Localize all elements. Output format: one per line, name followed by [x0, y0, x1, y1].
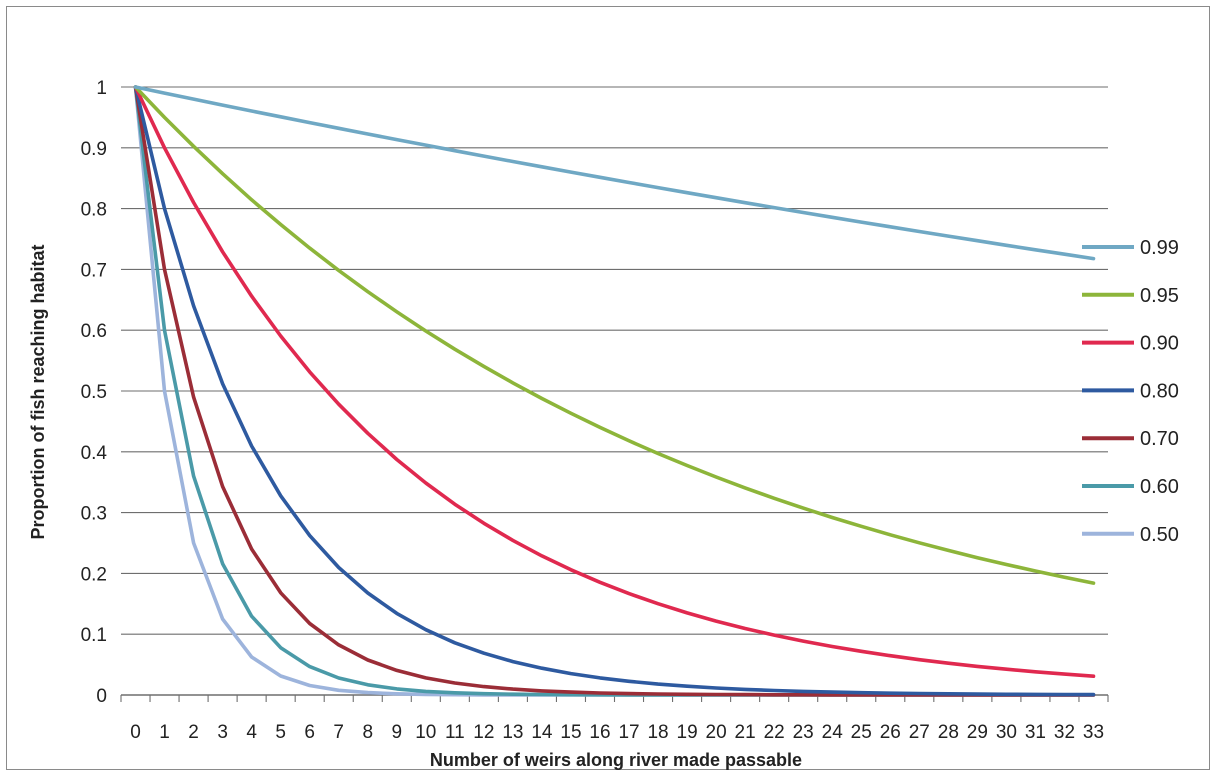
x-tick-label: 15 — [560, 722, 581, 743]
x-tick-label: 1 — [159, 722, 170, 743]
x-tick-label: 12 — [473, 722, 494, 743]
x-tick-label: 32 — [1054, 722, 1075, 743]
x-tick-label: 14 — [531, 722, 553, 743]
x-tick-label: 0 — [130, 722, 141, 743]
x-tick-label: 17 — [618, 722, 639, 743]
legend-label: 0.80 — [1140, 380, 1179, 402]
y-tick-label: 0.6 — [81, 321, 107, 342]
x-tick-labels: 0 1 2 3 4 5 6 7 8 9 10 11 12 13 14 15 16 17 18 19 20 21 22 23 24… — [130, 722, 1104, 743]
x-tick-label: 33 — [1083, 722, 1104, 743]
y-tick-label: 0.9 — [81, 139, 107, 160]
x-tick-label: 18 — [647, 722, 668, 743]
y-tick-label: 0.5 — [81, 382, 107, 403]
y-tick-label: 0.8 — [81, 200, 107, 221]
x-tick-label: 26 — [880, 722, 901, 743]
legend-label: 0.95 — [1140, 285, 1179, 307]
x-tick-label: 13 — [502, 722, 523, 743]
series-line-0.80 — [133, 85, 1096, 697]
y-tick-labels: 0 0.1 0.2 0.3 0.4 0.5 0.6 0.7 0.8 0.9 1 — [81, 78, 108, 707]
legend-label: 0.90 — [1140, 333, 1179, 355]
x-tick-label: 4 — [246, 722, 257, 743]
series-line-0.90 — [133, 85, 1096, 679]
y-tick-label: 1 — [96, 78, 107, 99]
x-tick-label: 24 — [822, 722, 844, 743]
x-tick-label: 27 — [909, 722, 930, 743]
x-tick-label: 6 — [304, 722, 315, 743]
legend: 0.99 0.95 0.90 0.80 0.70 0.60 0.50 — [1082, 237, 1179, 546]
gridlines — [121, 86, 1108, 635]
x-tick-label: 11 — [445, 722, 465, 743]
x-tick-label: 20 — [706, 722, 727, 743]
y-tick-label: 0 — [96, 686, 107, 707]
x-tick-label: 10 — [415, 722, 436, 743]
x-tick-label: 16 — [589, 722, 610, 743]
y-tick-label: 0.2 — [81, 564, 107, 585]
legend-label: 0.70 — [1140, 428, 1179, 450]
chart-frame — [6, 6, 1210, 770]
x-tick-label: 25 — [851, 722, 872, 743]
x-tick-label: 31 — [1025, 722, 1046, 743]
x-tick-label: 9 — [391, 722, 402, 743]
series-line-0.95 — [133, 85, 1096, 585]
x-tick-label: 5 — [275, 722, 286, 743]
x-tick-label: 28 — [938, 722, 959, 743]
x-tick-label: 2 — [188, 722, 199, 743]
x-tick-label: 3 — [217, 722, 228, 743]
legend-label: 0.60 — [1140, 476, 1179, 498]
y-axis-title: Proportion of fish reaching habitat — [28, 244, 48, 539]
x-tick-label: 19 — [677, 722, 698, 743]
x-tick-label: 7 — [333, 722, 344, 743]
x-tick-label: 23 — [793, 722, 814, 743]
x-tick-label: 22 — [764, 722, 785, 743]
series-lines — [133, 85, 1096, 697]
y-tick-label: 0.7 — [81, 260, 107, 281]
x-axis-title: Number of weirs along river made passabl… — [430, 750, 802, 770]
y-tick-label: 0.3 — [81, 504, 107, 525]
legend-label: 0.50 — [1140, 524, 1179, 546]
y-tick-label: 0.4 — [81, 443, 108, 464]
x-tick-label: 30 — [996, 722, 1017, 743]
x-tick-label: 21 — [735, 722, 756, 743]
legend-label: 0.99 — [1140, 237, 1179, 259]
x-tick-label: 8 — [362, 722, 373, 743]
y-tick-label: 0.1 — [81, 625, 107, 646]
x-tick-label: 29 — [967, 722, 988, 743]
series-line-0.99 — [133, 85, 1096, 261]
